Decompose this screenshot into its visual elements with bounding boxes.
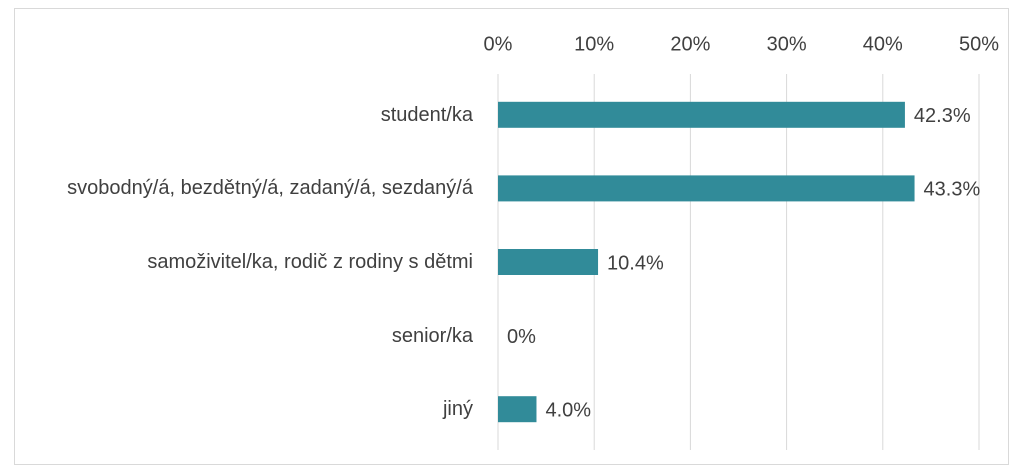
x-tick-label: 30% — [767, 33, 807, 55]
value-label: 42.3% — [914, 105, 971, 127]
category-label-box: student/ka — [13, 102, 473, 128]
x-tick-label: 50% — [959, 33, 999, 55]
value-label: 10.4% — [607, 252, 664, 274]
y-tick-label: jiný — [442, 398, 473, 421]
value-label: 4.0% — [545, 399, 591, 421]
bar — [498, 175, 915, 202]
x-tick-label: 20% — [670, 33, 710, 55]
category-label-box: svobodný/á, bezdětný/á, zadaný/á, sezdan… — [13, 175, 473, 201]
x-tick-label: 40% — [863, 33, 903, 55]
y-tick-label: student/ka — [380, 103, 473, 126]
x-tick-label: 10% — [574, 33, 614, 55]
value-label: 43.3% — [924, 179, 981, 201]
category-label-box: jiný — [13, 396, 473, 422]
y-tick-label: senior/ka — [391, 324, 473, 347]
bar — [498, 396, 537, 423]
category-label-box: senior/ka — [13, 323, 473, 349]
y-tick-label: svobodný/á, bezdětný/á, zadaný/á, sezdan… — [67, 177, 473, 200]
chart-border — [14, 8, 1009, 465]
bar — [498, 101, 905, 128]
category-label-box: samoživitel/ka, rodič z rodiny s dětmi — [13, 249, 473, 275]
y-tick-label: samoživitel/ka, rodič z rodiny s dětmi — [147, 251, 473, 273]
value-label: 0% — [507, 326, 536, 348]
x-tick-label: 0% — [484, 33, 513, 55]
bar — [498, 249, 599, 275]
